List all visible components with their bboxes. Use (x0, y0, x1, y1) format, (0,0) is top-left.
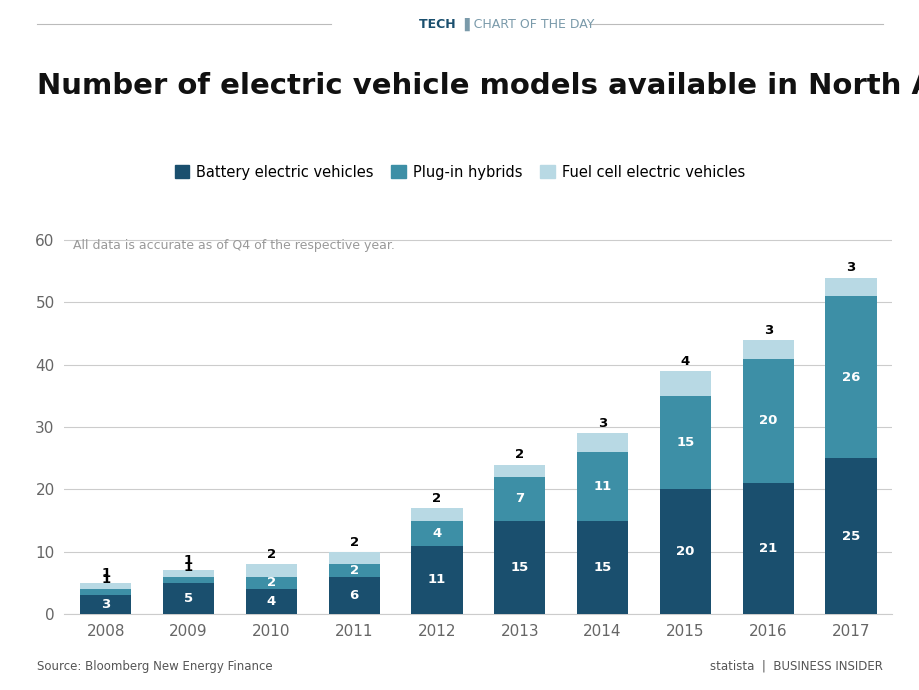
Text: 1: 1 (184, 560, 193, 573)
Text: 4: 4 (267, 595, 276, 608)
Text: 26: 26 (841, 371, 859, 384)
Bar (659, 489, 710, 614)
Bar (659, 396, 710, 489)
Bar (411, 521, 462, 546)
Text: 2: 2 (349, 535, 358, 549)
Text: 20: 20 (675, 545, 694, 558)
Text: 2: 2 (349, 564, 358, 577)
Text: Number of electric vehicle models available in North America: Number of electric vehicle models availa… (37, 72, 919, 101)
Bar (742, 483, 793, 614)
Text: 2: 2 (267, 576, 276, 589)
Text: 2: 2 (432, 492, 441, 505)
Text: 2: 2 (267, 548, 276, 561)
Text: 7: 7 (515, 492, 524, 505)
Text: 4: 4 (432, 526, 441, 540)
Text: 21: 21 (758, 542, 777, 555)
Bar (328, 552, 380, 564)
Text: 20: 20 (758, 415, 777, 427)
Text: 11: 11 (593, 480, 611, 493)
Text: TECH: TECH (418, 18, 460, 30)
Text: 3: 3 (763, 324, 772, 337)
Bar (411, 508, 462, 521)
Bar (245, 589, 297, 614)
Bar (824, 277, 876, 296)
Text: 2: 2 (515, 448, 524, 462)
Bar (163, 583, 214, 614)
Text: 1: 1 (101, 573, 110, 586)
Text: 3: 3 (845, 262, 855, 275)
Bar (328, 577, 380, 614)
Bar (80, 595, 131, 614)
Bar (742, 340, 793, 359)
Text: statista  |  BUSINESS INSIDER: statista | BUSINESS INSIDER (709, 660, 882, 673)
Bar (245, 577, 297, 589)
Text: 5: 5 (184, 592, 193, 605)
Bar (494, 464, 545, 477)
Text: 15: 15 (510, 561, 528, 574)
Text: 15: 15 (675, 436, 694, 449)
Bar (824, 458, 876, 614)
Legend: Battery electric vehicles, Plug-in hybrids, Fuel cell electric vehicles: Battery electric vehicles, Plug-in hybri… (168, 159, 751, 186)
Text: 1: 1 (101, 566, 110, 580)
Bar (80, 589, 131, 595)
Text: 6: 6 (349, 589, 358, 602)
Text: Source: Bloomberg New Energy Finance: Source: Bloomberg New Energy Finance (37, 660, 272, 673)
Bar (163, 571, 214, 577)
Bar (494, 521, 545, 614)
Bar (411, 546, 462, 614)
Bar (328, 564, 380, 577)
Bar (659, 371, 710, 396)
Text: 15: 15 (593, 561, 611, 574)
Bar (245, 564, 297, 577)
Text: All data is accurate as of Q4 of the respective year.: All data is accurate as of Q4 of the res… (73, 239, 394, 253)
Bar (742, 359, 793, 483)
Bar (80, 583, 131, 589)
Bar (824, 296, 876, 458)
Text: 3: 3 (101, 598, 110, 611)
Text: 1: 1 (184, 554, 193, 567)
Text: 25: 25 (841, 530, 859, 543)
Bar (576, 433, 628, 452)
Text: 11: 11 (427, 573, 446, 586)
Bar (576, 521, 628, 614)
Text: 4: 4 (680, 355, 689, 368)
Bar (494, 477, 545, 521)
Bar (163, 577, 214, 583)
Text: 3: 3 (597, 417, 607, 431)
Text: ▐ CHART OF THE DAY: ▐ CHART OF THE DAY (460, 17, 594, 31)
Bar (576, 452, 628, 521)
